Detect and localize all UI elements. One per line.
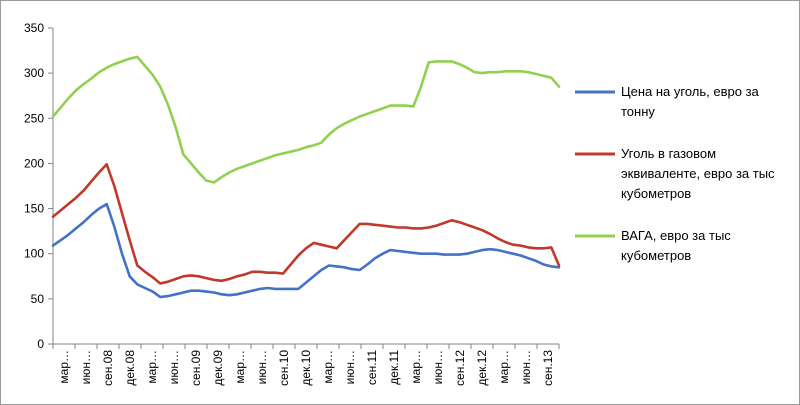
legend-label: Уголь в газовом эквиваленте, евро за тыс к…	[621, 146, 775, 201]
x-tick-label: сен.12	[453, 350, 467, 386]
y-tick-label: 50	[31, 292, 45, 306]
y-tick-label: 0	[37, 337, 44, 351]
x-tick-label: мар…	[145, 350, 159, 384]
x-tick-label: июн…	[343, 350, 357, 384]
legend: Цена на уголь, евро за тонну Уголь в газов…	[575, 84, 775, 263]
x-tick-label: июн…	[519, 350, 533, 384]
x-tick-label: мар…	[497, 350, 511, 384]
legend-label: ВАГА, евро за тыс кубометров	[621, 228, 731, 263]
series-line-2	[51, 163, 561, 285]
y-tick-label: 250	[24, 111, 44, 125]
legend-item-3: ВАГА, евро за тыс кубометров	[575, 228, 731, 263]
x-tick-label: мар…	[233, 350, 247, 384]
x-tick-label: сен.09	[189, 350, 203, 386]
x-axis: мар… июн… сен.08 дек.08 мар… июн… сен.09 дек.09…	[52, 343, 560, 386]
x-tick-label: июн…	[167, 350, 181, 384]
x-tick-label: мар…	[409, 350, 423, 384]
x-tick-label: дек.11	[387, 350, 401, 385]
x-tick-label: сен.08	[101, 350, 115, 386]
x-tick-label: дек.08	[123, 350, 137, 386]
x-tick-label: сен.11	[365, 350, 379, 385]
x-tick-label: сен.10	[277, 350, 291, 386]
x-tick-label: июн…	[255, 350, 269, 384]
y-tick-label: 150	[24, 202, 44, 216]
x-tick-label: дек.10	[299, 350, 313, 386]
x-tick-label: июн…	[79, 350, 93, 384]
y-tick-label: 350	[24, 21, 44, 35]
x-tick-label: июн…	[431, 350, 445, 384]
y-tick-label: 100	[24, 247, 44, 261]
series-line-1	[51, 202, 561, 299]
y-axis: 0 50 100 150 200 250 300 350	[24, 21, 54, 351]
series-line-3	[51, 55, 561, 184]
series-lines	[51, 55, 561, 299]
x-tick-label: дек.09	[211, 350, 225, 386]
legend-item-1: Цена на уголь, евро за тонну	[575, 84, 760, 119]
x-tick-label: дек.12	[475, 350, 489, 386]
y-tick-label: 300	[24, 66, 44, 80]
legend-item-2: Уголь в газовом эквиваленте, евро за тыс к…	[575, 146, 775, 201]
x-tick-label: мар…	[57, 350, 71, 384]
x-tick-label: мар…	[321, 350, 335, 384]
x-tick-label: сен.13	[541, 350, 555, 386]
legend-label: Цена на уголь, евро за тонну	[621, 84, 760, 119]
y-tick-label: 200	[24, 156, 44, 170]
